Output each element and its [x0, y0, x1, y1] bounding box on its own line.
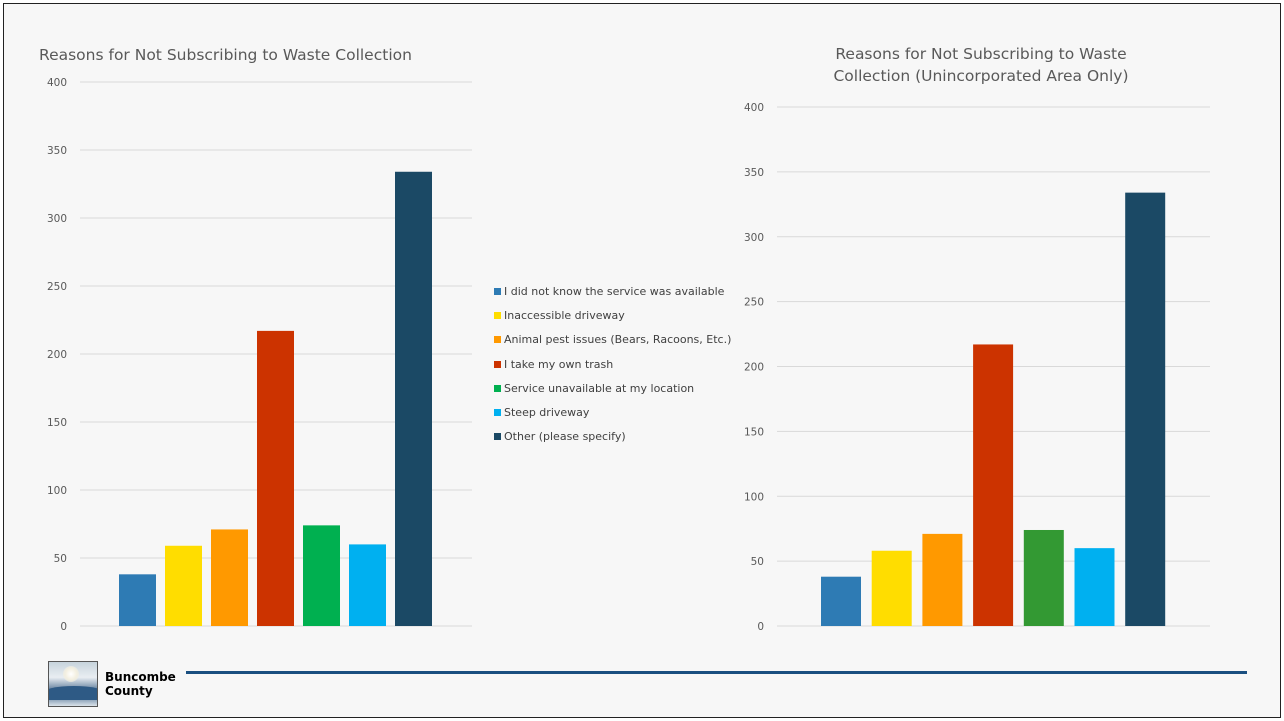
- legend-label: I take my own trash: [504, 357, 614, 371]
- legend-swatch: [494, 336, 501, 344]
- legend-label: Animal pest issues (Bears, Racoons, Etc.…: [504, 333, 732, 347]
- legend-label: I did not know the service was available: [504, 284, 725, 298]
- bar: [257, 330, 294, 626]
- bar: [119, 574, 156, 626]
- y-tick-label: 200: [47, 349, 67, 361]
- bar: [395, 171, 432, 626]
- legend-item: Inaccessible driveway: [494, 303, 731, 327]
- bar: [821, 576, 861, 626]
- y-tick-label: 0: [60, 621, 67, 633]
- bar: [973, 344, 1014, 626]
- y-tick-label: 0: [757, 621, 764, 633]
- legend-item: Service unavailable at my location: [494, 376, 731, 400]
- county-name: Buncombe County: [105, 670, 176, 698]
- legend-swatch: [494, 409, 501, 417]
- chart-title: Reasons for Not Subscribing to Waste: [835, 45, 1126, 63]
- legend-swatch: [494, 287, 501, 295]
- bar: [211, 529, 248, 626]
- legend-swatch: [494, 311, 501, 319]
- y-tick-label: 50: [54, 553, 67, 565]
- bar: [871, 550, 912, 626]
- legend-swatch: [494, 360, 501, 368]
- y-tick-label: 350: [744, 167, 764, 179]
- y-tick-label: 400: [47, 77, 67, 89]
- legend-label: Steep driveway: [504, 406, 590, 420]
- bar: [303, 525, 340, 626]
- legend-label: Other (please specify): [504, 430, 626, 444]
- legend-label: Service unavailable at my location: [504, 381, 695, 395]
- chart-legend: I did not know the service was available…: [494, 279, 731, 449]
- y-tick-label: 200: [744, 362, 764, 374]
- legend-swatch: [494, 384, 501, 392]
- bar: [1074, 548, 1115, 626]
- county-name-line1: Buncombe: [105, 670, 176, 684]
- y-tick-label: 300: [47, 213, 67, 225]
- bar: [1125, 192, 1166, 626]
- bar: [165, 545, 202, 626]
- legend-item: I did not know the service was available: [494, 279, 731, 303]
- chart-1: 0 50 100 150 200 250 300 350 400 Reasons for Not …: [39, 46, 472, 633]
- chart-title: Collection (Unincorporated Area Only): [833, 67, 1128, 85]
- legend-item: Other (please specify): [494, 425, 731, 449]
- chart-2: 0 50 100 150 200 250 300 350 400 Reasons for Not …: [744, 45, 1210, 633]
- y-tick-label: 250: [744, 297, 764, 309]
- legend-item: I take my own trash: [494, 352, 731, 376]
- y-tick-label: 100: [47, 485, 67, 497]
- footer-divider: [186, 671, 1247, 674]
- legend-label: Inaccessible driveway: [504, 308, 625, 322]
- bar: [922, 533, 963, 626]
- bar: [1023, 529, 1064, 626]
- bar: [349, 544, 386, 626]
- slide: 0 50 100 150 200 250 300 350 400 Reasons for Not …: [3, 3, 1281, 718]
- legend-swatch: [494, 433, 501, 441]
- legend-item: Steep driveway: [494, 400, 731, 424]
- y-tick-label: 150: [47, 417, 67, 429]
- county-logo-icon: [48, 661, 98, 707]
- chart-left: 0 50 100 150 200 250 300 350 400 Reasons for Not …: [39, 45, 1210, 633]
- legend-item: Animal pest issues (Bears, Racoons, Etc.…: [494, 328, 731, 352]
- y-tick-label: 100: [744, 491, 764, 503]
- chart-title: Reasons for Not Subscribing to Waste Col…: [39, 46, 412, 64]
- y-tick-label: 300: [744, 232, 764, 244]
- y-tick-label: 350: [47, 145, 67, 157]
- y-tick-label: 150: [744, 426, 764, 438]
- y-tick-label: 400: [744, 102, 764, 114]
- county-name-line2: County: [105, 684, 153, 698]
- y-tick-label: 50: [751, 556, 764, 568]
- y-tick-label: 250: [47, 281, 67, 293]
